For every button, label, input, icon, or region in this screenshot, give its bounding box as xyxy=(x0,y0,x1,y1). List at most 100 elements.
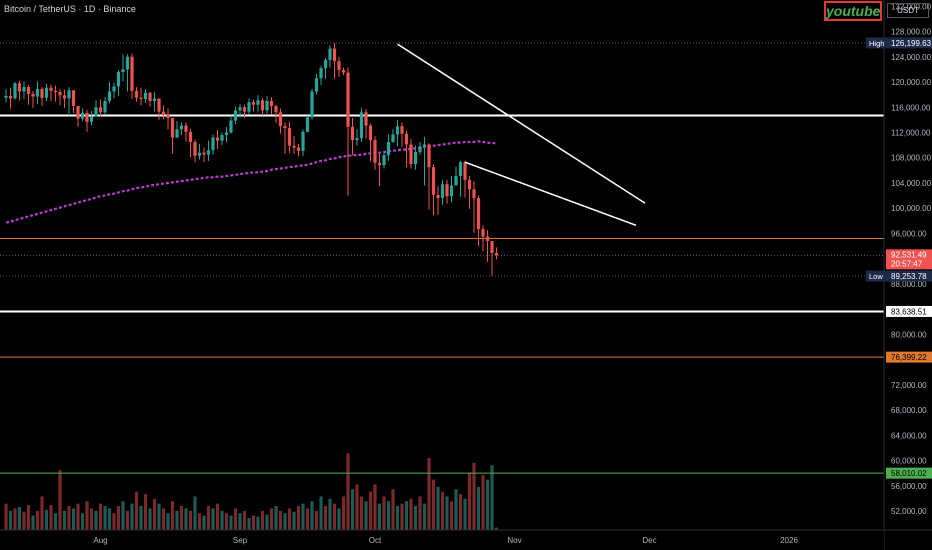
volume-bar xyxy=(193,496,197,530)
candle-body xyxy=(485,236,490,242)
volume-bar xyxy=(202,515,206,530)
candle-body xyxy=(418,146,422,153)
candle-body xyxy=(395,126,400,135)
currency-unit-button[interactable]: USDT xyxy=(887,3,929,18)
volume-bar xyxy=(80,513,85,530)
volume-bar xyxy=(4,503,8,530)
candle-body xyxy=(157,98,161,112)
candle-body xyxy=(476,198,481,230)
candle-body xyxy=(242,107,247,112)
volume-bar xyxy=(337,508,341,530)
volume-bar xyxy=(148,508,152,530)
volume-bar xyxy=(328,498,332,530)
candle-body xyxy=(278,112,283,127)
horizontal-levels xyxy=(0,42,884,474)
price-tick-label: 88,000.00 xyxy=(891,280,927,289)
candle-body xyxy=(152,98,157,101)
volume-bar xyxy=(116,506,121,530)
candle-body xyxy=(161,111,166,115)
volume-bars xyxy=(4,453,499,530)
time-tick-label: Dec xyxy=(642,536,656,545)
price-tick-label: 132,000.00 xyxy=(891,2,932,11)
candle-body xyxy=(386,141,391,156)
candles xyxy=(4,42,499,277)
price-tag-badge xyxy=(866,270,886,282)
volume-bar xyxy=(382,496,386,530)
candle-body xyxy=(355,138,359,141)
candle-body xyxy=(328,48,332,60)
volume-bar xyxy=(229,515,233,530)
candle-body xyxy=(413,152,418,165)
candle-body xyxy=(4,95,8,98)
candle-body xyxy=(107,91,112,101)
volume-bar xyxy=(143,494,148,530)
volume-bar xyxy=(22,511,26,530)
candle-body xyxy=(445,184,449,197)
candle-body xyxy=(94,107,98,117)
candle-body xyxy=(431,167,436,195)
candle-body xyxy=(337,61,341,71)
candle-body xyxy=(148,92,152,101)
volume-bar xyxy=(377,503,382,530)
candle-body xyxy=(166,114,170,118)
candle-body xyxy=(49,87,53,91)
volume-bar xyxy=(166,513,170,530)
time-axis-background xyxy=(0,530,884,550)
symbol-title[interactable]: Bitcoin / TetherUS · 1D · Binance xyxy=(4,4,136,14)
volume-bar xyxy=(269,508,274,530)
price-level-value: 89,253.78 xyxy=(891,272,927,281)
volume-bar xyxy=(301,503,305,530)
volume-bar xyxy=(94,510,98,530)
price-tick-label: 112,000.00 xyxy=(891,129,931,138)
volume-bar xyxy=(359,496,364,530)
price-level-value: 126,199.63 xyxy=(891,39,932,48)
candle-body xyxy=(85,112,89,122)
candle-body xyxy=(310,91,314,118)
candle-body xyxy=(35,88,40,97)
volume-bar xyxy=(346,453,350,530)
volume-bar xyxy=(206,506,211,530)
time-tick-label: Sep xyxy=(233,536,248,545)
volume-bar xyxy=(431,479,436,530)
candle-body xyxy=(274,106,278,113)
volume-bar xyxy=(467,472,472,530)
price-tick-label: 52,000.00 xyxy=(891,507,927,516)
volume-bar xyxy=(103,506,107,530)
volume-bar xyxy=(71,508,76,530)
volume-bar xyxy=(436,486,440,530)
volume-bar xyxy=(125,510,130,530)
volume-bar xyxy=(175,510,179,530)
volume-bar xyxy=(472,462,476,530)
volume-bar xyxy=(179,506,184,530)
candle-body xyxy=(179,125,184,130)
candle-body xyxy=(382,155,386,166)
volume-bar xyxy=(296,506,301,530)
volume-bar xyxy=(310,501,314,530)
candle-body xyxy=(26,87,31,95)
candle-body xyxy=(373,140,377,163)
volume-bar xyxy=(422,503,427,530)
volume-bar xyxy=(26,505,31,530)
candle-body xyxy=(8,95,13,99)
candle-body xyxy=(346,72,350,127)
volume-bar xyxy=(350,489,355,530)
candle-body xyxy=(427,144,431,168)
candle-body xyxy=(17,83,22,92)
price-tick-label: 104,000.00 xyxy=(891,179,932,188)
candle-body xyxy=(400,126,404,134)
volume-bar xyxy=(265,514,269,530)
candle-body xyxy=(436,194,440,199)
volume-bar xyxy=(274,506,278,530)
candle-body xyxy=(391,134,395,142)
volume-bar xyxy=(188,510,193,530)
volume-bar xyxy=(242,510,247,530)
candle-body xyxy=(251,102,256,105)
candle-body xyxy=(260,100,265,111)
volume-bar xyxy=(152,498,157,530)
volume-bar xyxy=(251,515,256,530)
candle-body xyxy=(454,176,458,186)
candle-body xyxy=(314,78,319,92)
time-axis[interactable]: Aug Sep Oct Nov Dec 2026 xyxy=(0,529,932,550)
candle-body xyxy=(80,112,85,119)
